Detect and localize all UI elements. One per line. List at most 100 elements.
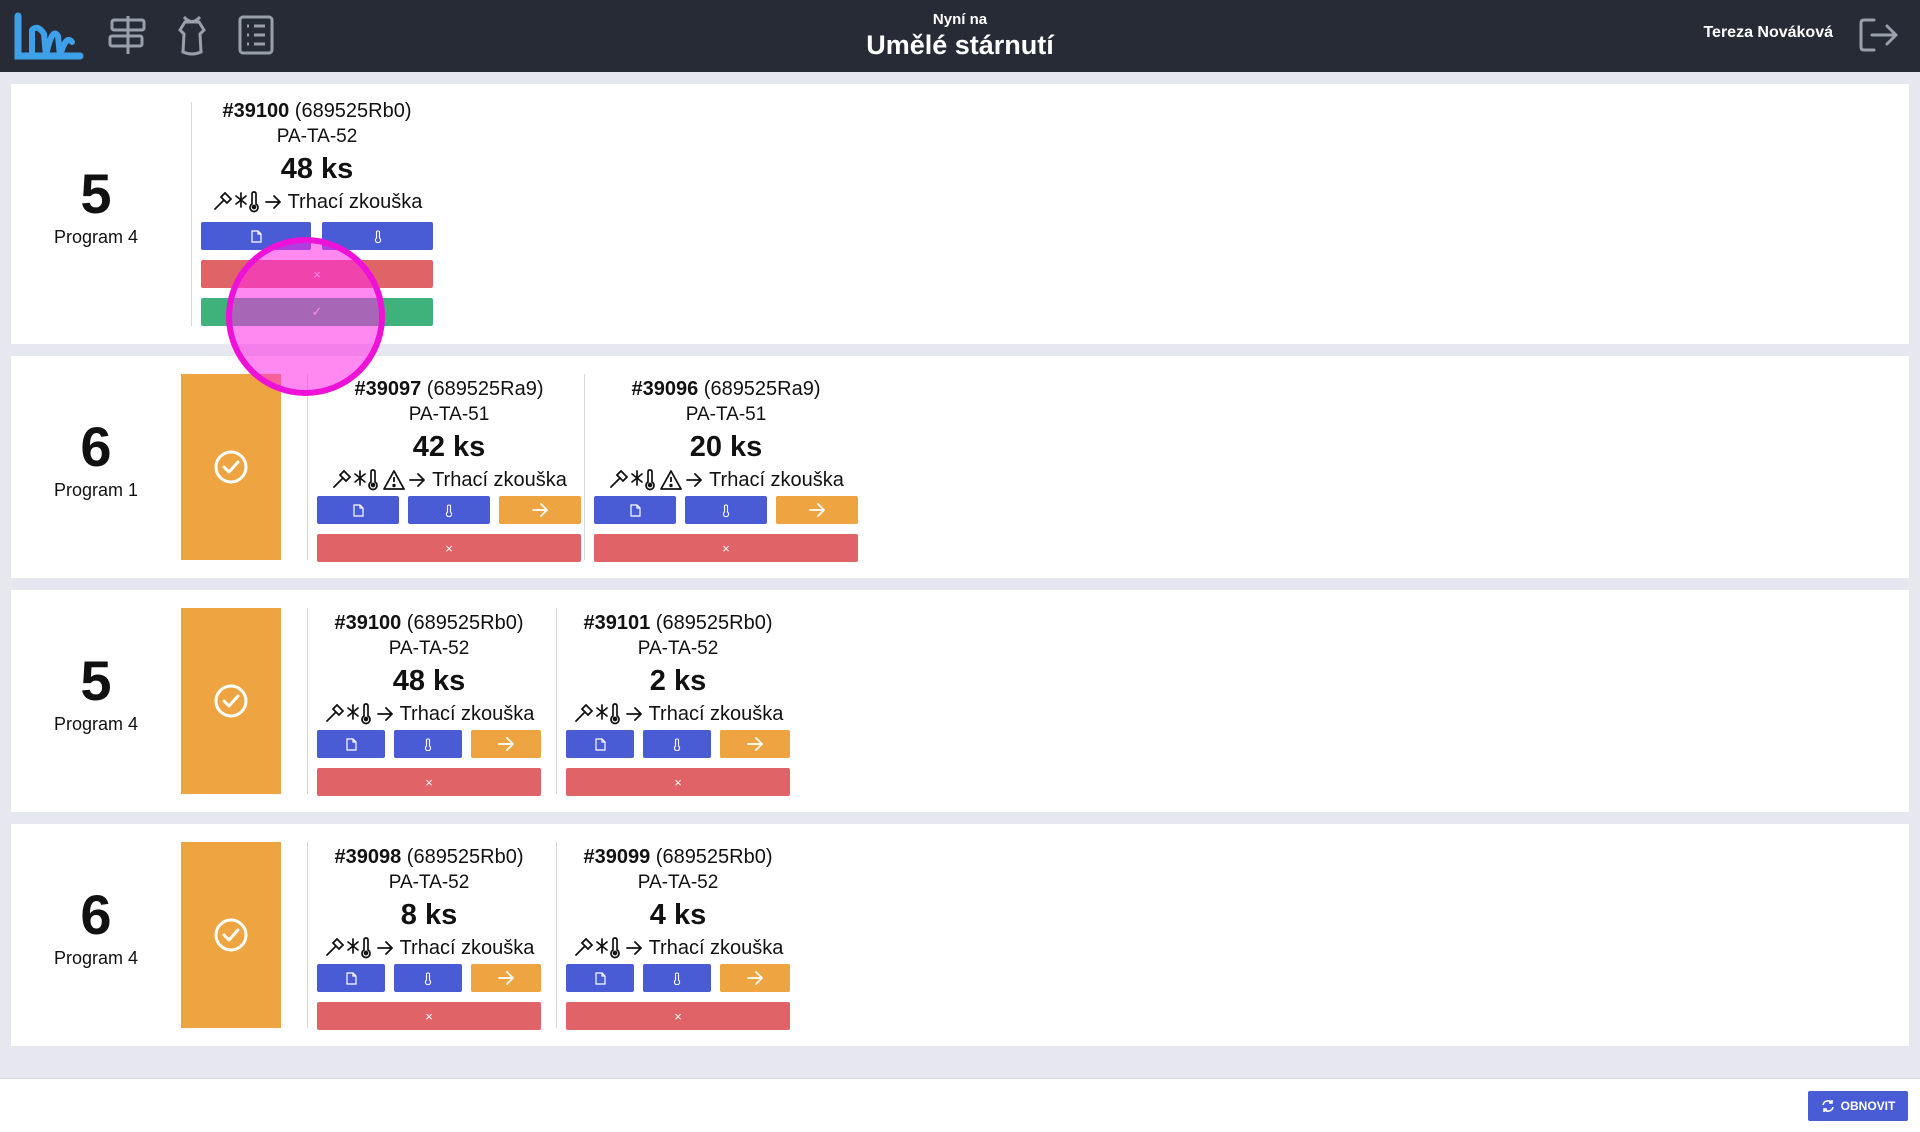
order-item: #39101 (689525Rb0) PA-TA-52 2 ks Trhací zko… [566,610,790,728]
batch-done-button[interactable] [181,374,281,560]
temperature-button[interactable] [685,496,767,524]
refresh-icon [1821,1100,1834,1112]
arrow-right-icon [625,707,642,721]
page-title: Nyní na Umělé stárnutí [0,10,1920,60]
reject-button[interactable]: × [566,1002,790,1030]
temperature-button[interactable] [322,222,433,250]
confirm-button[interactable]: ✓ [201,298,433,326]
quantity: 8 ks [400,899,458,931]
arrow-right-icon [409,473,425,487]
order-number: #39096 [631,378,699,400]
operations-flow: Trhací zkouška [201,188,433,216]
thermometer-icon [673,971,681,985]
arrow-right-icon [532,503,548,517]
temperature-button[interactable] [643,730,711,758]
hammer-icon [213,192,232,210]
document-button[interactable] [594,496,676,524]
batch-done-button[interactable] [181,608,281,794]
arrow-right-icon [747,971,763,985]
document-icon [594,737,606,751]
document-button[interactable] [566,730,634,758]
document-button[interactable] [317,496,399,524]
thermometer-icon [445,503,453,517]
item-divider [556,842,557,1028]
warning-icon [383,470,405,490]
checklist-icon[interactable] [236,14,276,56]
footer-bar: OBNOVIT [0,1078,1920,1132]
order-item: #39096 (689525Ra9) PA-TA-51 20 ks Trhací zk… [594,376,858,494]
destination-label: Trhací zkouška [399,703,535,725]
document-button[interactable] [317,730,385,758]
close-icon: × [445,540,453,556]
close-icon: × [722,540,730,556]
product-code: PA-TA-52 [637,638,719,659]
order-ref: (689525Rb0) [406,612,524,634]
close-icon: × [674,1008,682,1024]
move-next-button[interactable] [471,730,541,758]
destination-label: Trhací zkouška [648,937,784,959]
temperature-button[interactable] [643,964,711,992]
program-name: Program 4 [53,227,139,247]
reject-button[interactable]: × [594,534,858,562]
batch-number: 5 [80,162,112,225]
operations-flow: Trhací zkouška [566,700,790,728]
order-number: #39098 [334,846,402,868]
refresh-button[interactable]: OBNOVIT [1808,1091,1908,1121]
document-icon [250,229,262,243]
batch-done-button[interactable] [181,842,281,1028]
temperature-button[interactable] [394,964,462,992]
destination-label: Trhací zkouška [432,469,567,491]
apron-icon[interactable] [172,14,212,56]
temperature-button[interactable] [408,496,490,524]
order-item: #39097 (689525Ra9) PA-TA-51 42 ks Trhací zk… [317,376,581,494]
arrow-right-icon [498,737,514,751]
move-next-button[interactable] [720,964,790,992]
document-icon [345,971,357,985]
logout-icon[interactable] [1858,16,1900,54]
quantity: 2 ks [649,665,707,697]
move-next-button[interactable] [499,496,581,524]
document-icon [629,503,641,517]
move-next-button[interactable] [776,496,858,524]
program-name: Program 1 [53,480,139,500]
batch-card: 6 Program 1 #39097 (689525Ra9) PA-TA-51 42 k… [11,356,1909,578]
order-ref: (689525Rb0) [655,846,773,868]
check-icon: ✓ [311,304,323,319]
reject-button[interactable]: × [201,260,433,288]
close-icon: × [313,266,321,282]
order-number: #39097 [354,378,422,400]
reject-button[interactable]: × [317,768,541,796]
move-next-button[interactable] [471,964,541,992]
batch-number: 6 [80,415,112,478]
document-button[interactable] [317,964,385,992]
item-divider [556,608,557,794]
warning-icon [660,470,682,490]
product-code: PA-TA-52 [637,872,719,893]
document-icon [352,503,364,517]
reject-button[interactable]: × [566,768,790,796]
destination-label: Trhací zkouška [648,703,784,725]
order-number: #39101 [583,612,651,634]
thermometer-icon [722,503,730,517]
quantity: 48 ks [392,665,466,697]
move-next-button[interactable] [720,730,790,758]
batch-card: 6 Program 4 #39098 (689525Rb0) PA-TA-52 8 ks… [11,824,1909,1046]
item-divider [307,608,308,794]
temperature-button[interactable] [394,730,462,758]
document-button[interactable] [201,222,311,250]
snowflake-thermometer-icon [346,703,371,725]
thermometer-icon [673,737,681,751]
signpost-icon[interactable] [108,14,148,56]
reject-button[interactable]: × [317,534,581,562]
program-name: Program 4 [53,714,139,734]
order-ref: (689525Ra9) [426,378,544,400]
product-code: PA-TA-51 [685,404,767,425]
reject-button[interactable]: × [317,1002,541,1030]
page-subtitle: Nyní na [932,11,988,28]
document-button[interactable] [566,964,634,992]
app-logo[interactable] [12,12,84,62]
operations-flow: Trhací zkouška [317,466,581,494]
arrow-right-icon [376,941,393,955]
order-item: #39100 (689525Rb0) PA-TA-52 48 ks Trhací zk… [201,98,433,216]
order-item: #39099 (689525Rb0) PA-TA-52 4 ks Trhací zko… [566,844,790,962]
